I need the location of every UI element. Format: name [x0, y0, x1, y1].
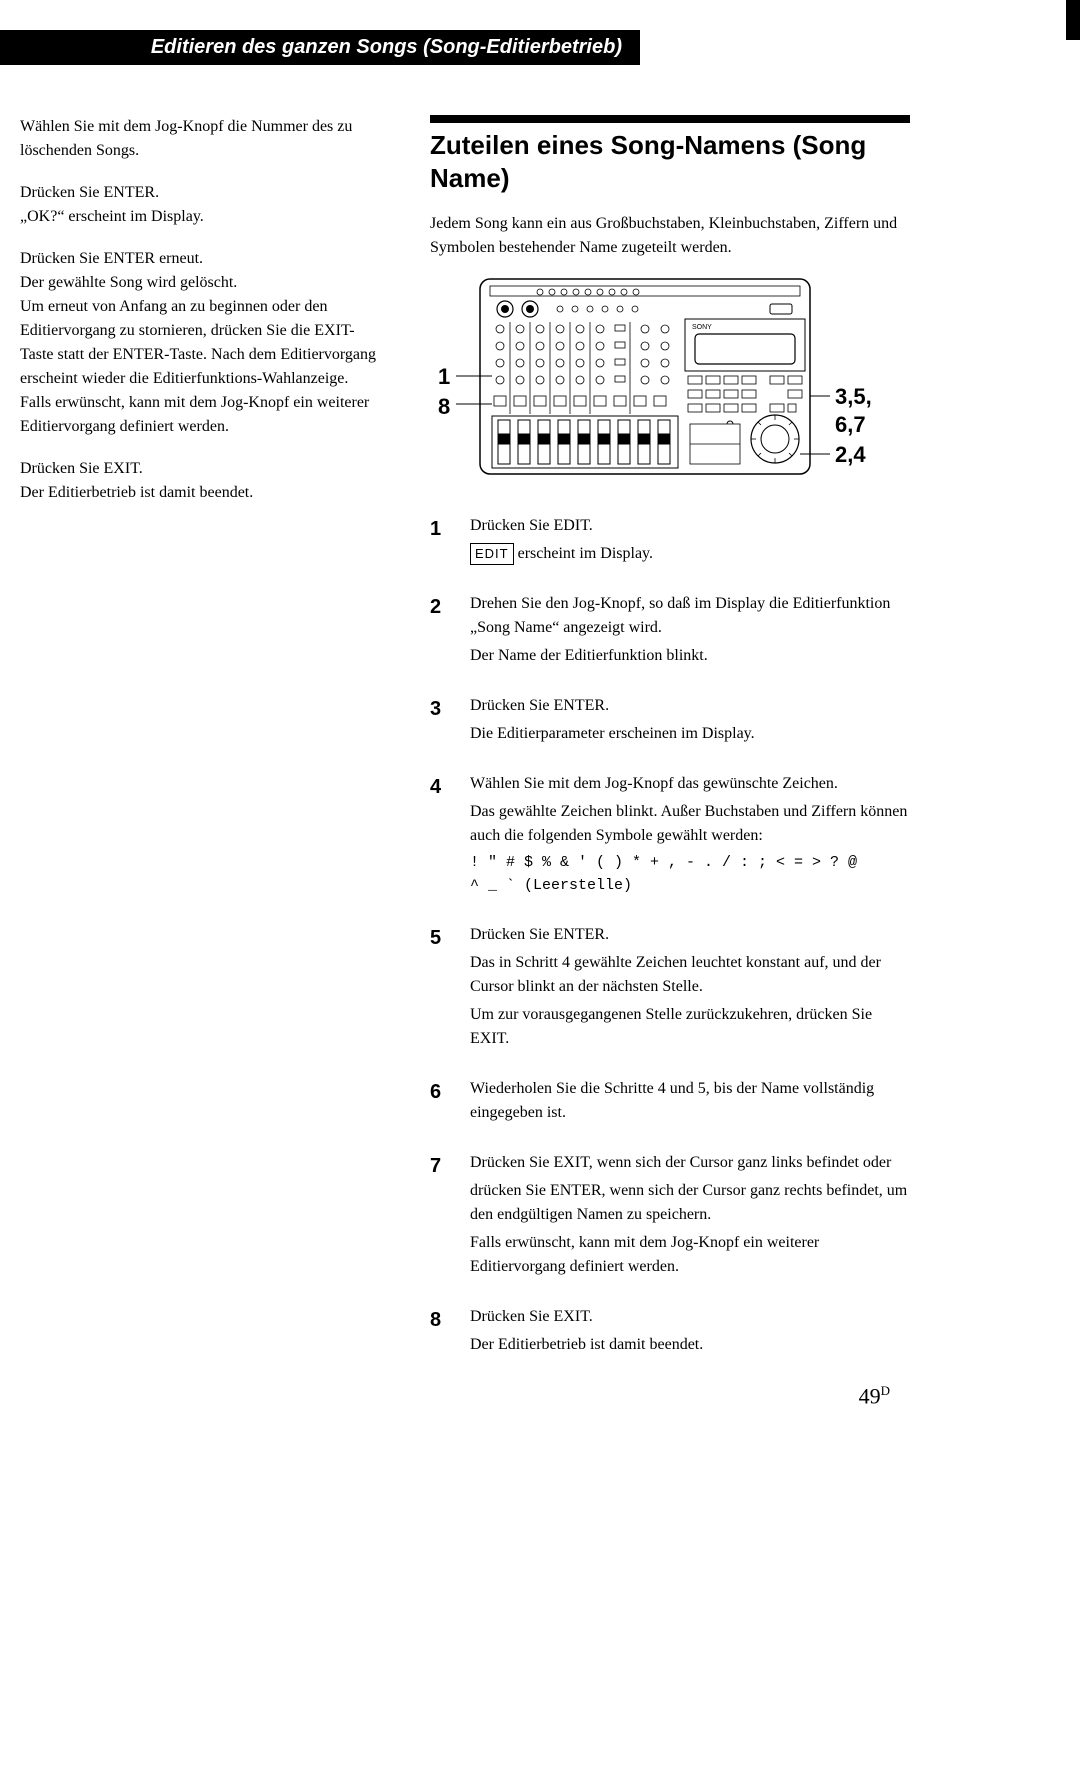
brand-label: SONY — [692, 324, 712, 331]
header-title: Editieren des ganzen Songs (Song-Editier… — [151, 36, 622, 58]
step-3: 3 Drücken Sie ENTER. Die Editierparamete… — [430, 694, 910, 750]
step-1: 1 Drücken Sie EDIT. EDIT erscheint im Di… — [430, 514, 910, 570]
callout-35: 3,5, — [835, 384, 872, 410]
step-5: 5 Drücken Sie ENTER. Das in Schritt 4 ge… — [430, 923, 910, 1055]
step-body: Drücken Sie EXIT, wenn sich der Cursor g… — [470, 1151, 910, 1283]
step-line: Wiederholen Sie die Schritte 4 und 5, bi… — [470, 1077, 910, 1125]
step-num: 1 — [430, 514, 452, 570]
section-rule — [430, 115, 910, 123]
step-line: Drücken Sie EDIT. — [470, 514, 653, 538]
step-6: 6 Wiederholen Sie die Schritte 4 und 5, … — [430, 1077, 910, 1129]
step-line: Falls erwünscht, kann mit dem Jog-Knopf … — [470, 1231, 910, 1279]
callout-24: 2,4 — [835, 442, 866, 468]
left-p4: Drücken Sie EXIT. Der Editierbetrieb ist… — [20, 457, 380, 505]
step-line: Drehen Sie den Jog-Knopf, so daß im Disp… — [470, 592, 910, 640]
step-4: 4 Wählen Sie mit dem Jog-Knopf das gewün… — [430, 772, 910, 901]
left-p2: Drücken Sie ENTER. „OK?“ erscheint im Di… — [20, 181, 380, 229]
step-line: Drücken Sie EXIT. — [470, 1305, 703, 1329]
step-7: 7 Drücken Sie EXIT, wenn sich der Cursor… — [430, 1151, 910, 1283]
right-column: Zuteilen eines Song-Namens (Song Name) J… — [430, 115, 910, 1409]
page-header-bar: Editieren des ganzen Songs (Song-Editier… — [0, 30, 640, 65]
step-line: Das gewählte Zeichen blinkt. Außer Buchs… — [470, 800, 910, 848]
left-p3: Drücken Sie ENTER erneut. Der gewählte S… — [20, 247, 380, 439]
step-body: Drücken Sie ENTER. Das in Schritt 4 gewä… — [470, 923, 910, 1055]
step-body: Wählen Sie mit dem Jog-Knopf das gewünsc… — [470, 772, 910, 901]
edge-tab — [1066, 0, 1080, 40]
step-line: Drücken Sie EXIT, wenn sich der Cursor g… — [470, 1151, 910, 1175]
step-line: drücken Sie ENTER, wenn sich der Cursor … — [470, 1179, 910, 1227]
page: Editieren des ganzen Songs (Song-Editier… — [0, 0, 1080, 1449]
step-line: Der Editierbetrieb ist damit beendet. — [470, 1333, 703, 1357]
step-line: Drücken Sie ENTER. — [470, 694, 755, 718]
step-num: 3 — [430, 694, 452, 750]
steps-list: 1 Drücken Sie EDIT. EDIT erscheint im Di… — [430, 514, 910, 1361]
step-body: Wiederholen Sie die Schritte 4 und 5, bi… — [470, 1077, 910, 1129]
callout-1: 1 — [438, 364, 450, 390]
left-column: Wählen Sie mit dem Jog-Knopf die Nummer … — [20, 115, 380, 1409]
page-number-value: 49 — [859, 1383, 881, 1408]
step-num: 2 — [430, 592, 452, 672]
step-line: Drücken Sie ENTER. — [470, 923, 910, 947]
step-line: Das in Schritt 4 gewählte Zeichen leucht… — [470, 951, 910, 999]
step-line: Wählen Sie mit dem Jog-Knopf das gewünsc… — [470, 772, 910, 796]
callout-67: 6,7 — [835, 412, 866, 438]
step-2: 2 Drehen Sie den Jog-Knopf, so daß im Di… — [430, 592, 910, 672]
step-line: Der Name der Editierfunktion blinkt. — [470, 644, 910, 668]
page-suffix: D — [881, 1383, 890, 1398]
step-num: 8 — [430, 1305, 452, 1361]
after-box: erscheint im Display. — [514, 545, 653, 562]
step-num: 7 — [430, 1151, 452, 1283]
symbols-line: ! " # $ % & ' ( ) * + , - . / : ; < = > … — [470, 852, 910, 897]
step-line: Die Editierparameter erscheinen im Displ… — [470, 722, 755, 746]
callout-8: 8 — [438, 394, 450, 420]
step-line: Um zur vorausgegangenen Stelle zurückzuk… — [470, 1003, 910, 1051]
section-intro: Jedem Song kann ein aus Großbuchstaben, … — [430, 212, 910, 260]
step-line: EDIT erscheint im Display. — [470, 542, 653, 566]
left-p1: Wählen Sie mit dem Jog-Knopf die Nummer … — [20, 115, 380, 163]
step-body: Drücken Sie EXIT. Der Editierbetrieb ist… — [470, 1305, 703, 1361]
edit-box-label: EDIT — [470, 543, 514, 565]
step-body: Drücken Sie EDIT. EDIT erscheint im Disp… — [470, 514, 653, 570]
device-diagram: 1 8 3,5, 6,7 2,4 — [430, 274, 910, 484]
step-num: 5 — [430, 923, 452, 1055]
step-8: 8 Drücken Sie EXIT. Der Editierbetrieb i… — [430, 1305, 910, 1361]
step-num: 4 — [430, 772, 452, 901]
content-columns: Wählen Sie mit dem Jog-Knopf die Nummer … — [20, 115, 1020, 1409]
step-body: Drehen Sie den Jog-Knopf, so daß im Disp… — [470, 592, 910, 672]
step-body: Drücken Sie ENTER. Die Editierparameter … — [470, 694, 755, 750]
section-title: Zuteilen eines Song-Namens (Song Name) — [430, 129, 910, 194]
step-num: 6 — [430, 1077, 452, 1129]
page-number: 49D — [430, 1383, 910, 1409]
